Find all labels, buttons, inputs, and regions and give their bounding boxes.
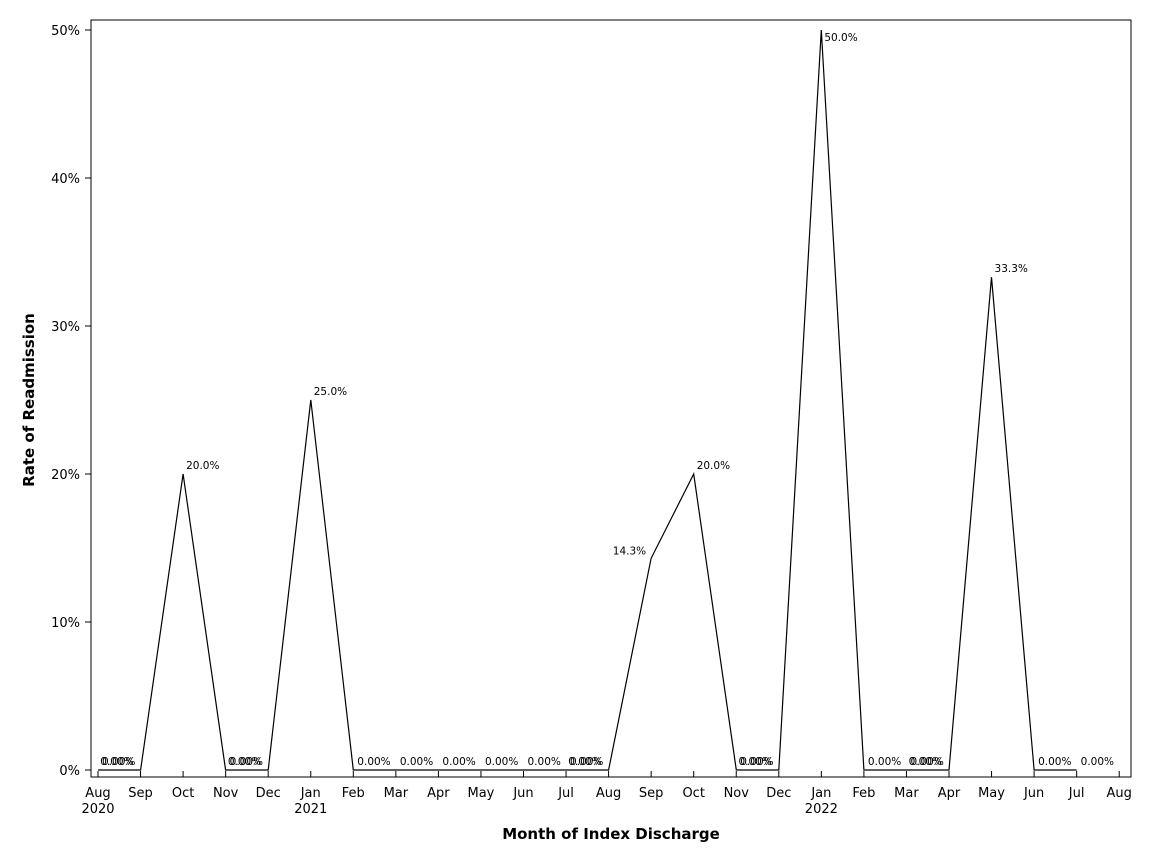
- y-axis-title: Rate of Readmission: [20, 313, 38, 487]
- series-group: [98, 29, 1077, 771]
- data-label: 0.00%: [910, 756, 943, 768]
- x-tick-label-month: Jan: [810, 786, 831, 801]
- data-label: 0.00%: [868, 756, 901, 768]
- series-line: [98, 29, 1077, 771]
- x-tick-label-month: Mar: [894, 786, 919, 801]
- data-label: 0.00%: [228, 756, 261, 768]
- data-label: 0.00%: [740, 756, 773, 768]
- x-axis-title: Month of Index Discharge: [502, 825, 720, 843]
- x-tick-label-month: Nov: [724, 786, 750, 801]
- y-tick-label: 30%: [51, 320, 80, 335]
- y-tick-label: 0%: [59, 764, 80, 779]
- y-tick-label: 50%: [51, 24, 80, 39]
- data-label: 0.00%: [230, 756, 263, 768]
- x-tick-label-month: Jun: [1023, 786, 1044, 801]
- data-label: 0.00%: [100, 756, 133, 768]
- data-label: 50.0%: [824, 32, 857, 44]
- plot-frame: [90, 19, 1132, 778]
- y-axis: 0% 10% 20% 30% 40% 50%: [51, 24, 91, 779]
- x-tick-label-month: May: [978, 786, 1005, 801]
- x-tick-label-month: Apr: [427, 786, 450, 801]
- data-label: 0.00%: [357, 756, 390, 768]
- data-label: 0.00%: [400, 756, 433, 768]
- x-tick-label-month: Sep: [639, 786, 664, 801]
- x-tick-label-month: Jan: [300, 786, 321, 801]
- data-label: 0.00%: [485, 756, 518, 768]
- x-tick-label-year: 2022: [805, 802, 838, 817]
- data-label: 14.3%: [613, 545, 646, 557]
- data-label: 0.00%: [442, 756, 475, 768]
- x-tick-label-year: 2021: [294, 802, 327, 817]
- x-tick-label-month: Sep: [128, 786, 153, 801]
- data-label: 0.00%: [738, 756, 771, 768]
- x-tick-label-month: Feb: [852, 786, 875, 801]
- x-tick-label-month: Jul: [557, 786, 574, 801]
- x-tick-label-month: Dec: [256, 786, 281, 801]
- y-tick-label: 40%: [51, 172, 80, 187]
- data-label: 0.00%: [528, 756, 561, 768]
- x-tick-label-month: Oct: [682, 786, 704, 801]
- data-label: 20.0%: [697, 460, 730, 472]
- x-tick-label-month: Nov: [213, 786, 239, 801]
- data-label: 0.00%: [568, 756, 601, 768]
- y-tick-label: 10%: [51, 616, 80, 631]
- data-label: 0.00%: [909, 756, 942, 768]
- x-tick-label-month: Apr: [938, 786, 961, 801]
- x-tick-label-month: Aug: [85, 786, 110, 801]
- x-tick-label-month: Feb: [342, 786, 365, 801]
- x-tick-label-month: Jun: [512, 786, 533, 801]
- x-tick-label-month: Jul: [1068, 786, 1085, 801]
- data-label: 33.3%: [995, 263, 1028, 275]
- data-label: 0.00%: [1038, 756, 1071, 768]
- x-tick-label-month: Mar: [384, 786, 409, 801]
- data-label: 25.0%: [314, 386, 347, 398]
- x-tick-label-month: May: [468, 786, 495, 801]
- data-label: 0.00%: [102, 756, 135, 768]
- x-tick-label-year: 2020: [81, 802, 114, 817]
- x-tick-label-month: Aug: [596, 786, 621, 801]
- x-tick-label-month: Oct: [172, 786, 194, 801]
- x-tick-label-month: Aug: [1107, 786, 1132, 801]
- data-label: 0.00%: [570, 756, 603, 768]
- data-label: 20.0%: [186, 460, 219, 472]
- data-labels: 0.00% 0.00% 20.0% 0.00% 0.00% 25.0% 0.00% 0.00%…: [100, 32, 1114, 768]
- data-label: 0.00%: [1081, 756, 1114, 768]
- x-tick-label-month: Dec: [766, 786, 791, 801]
- y-tick-label: 20%: [51, 468, 80, 483]
